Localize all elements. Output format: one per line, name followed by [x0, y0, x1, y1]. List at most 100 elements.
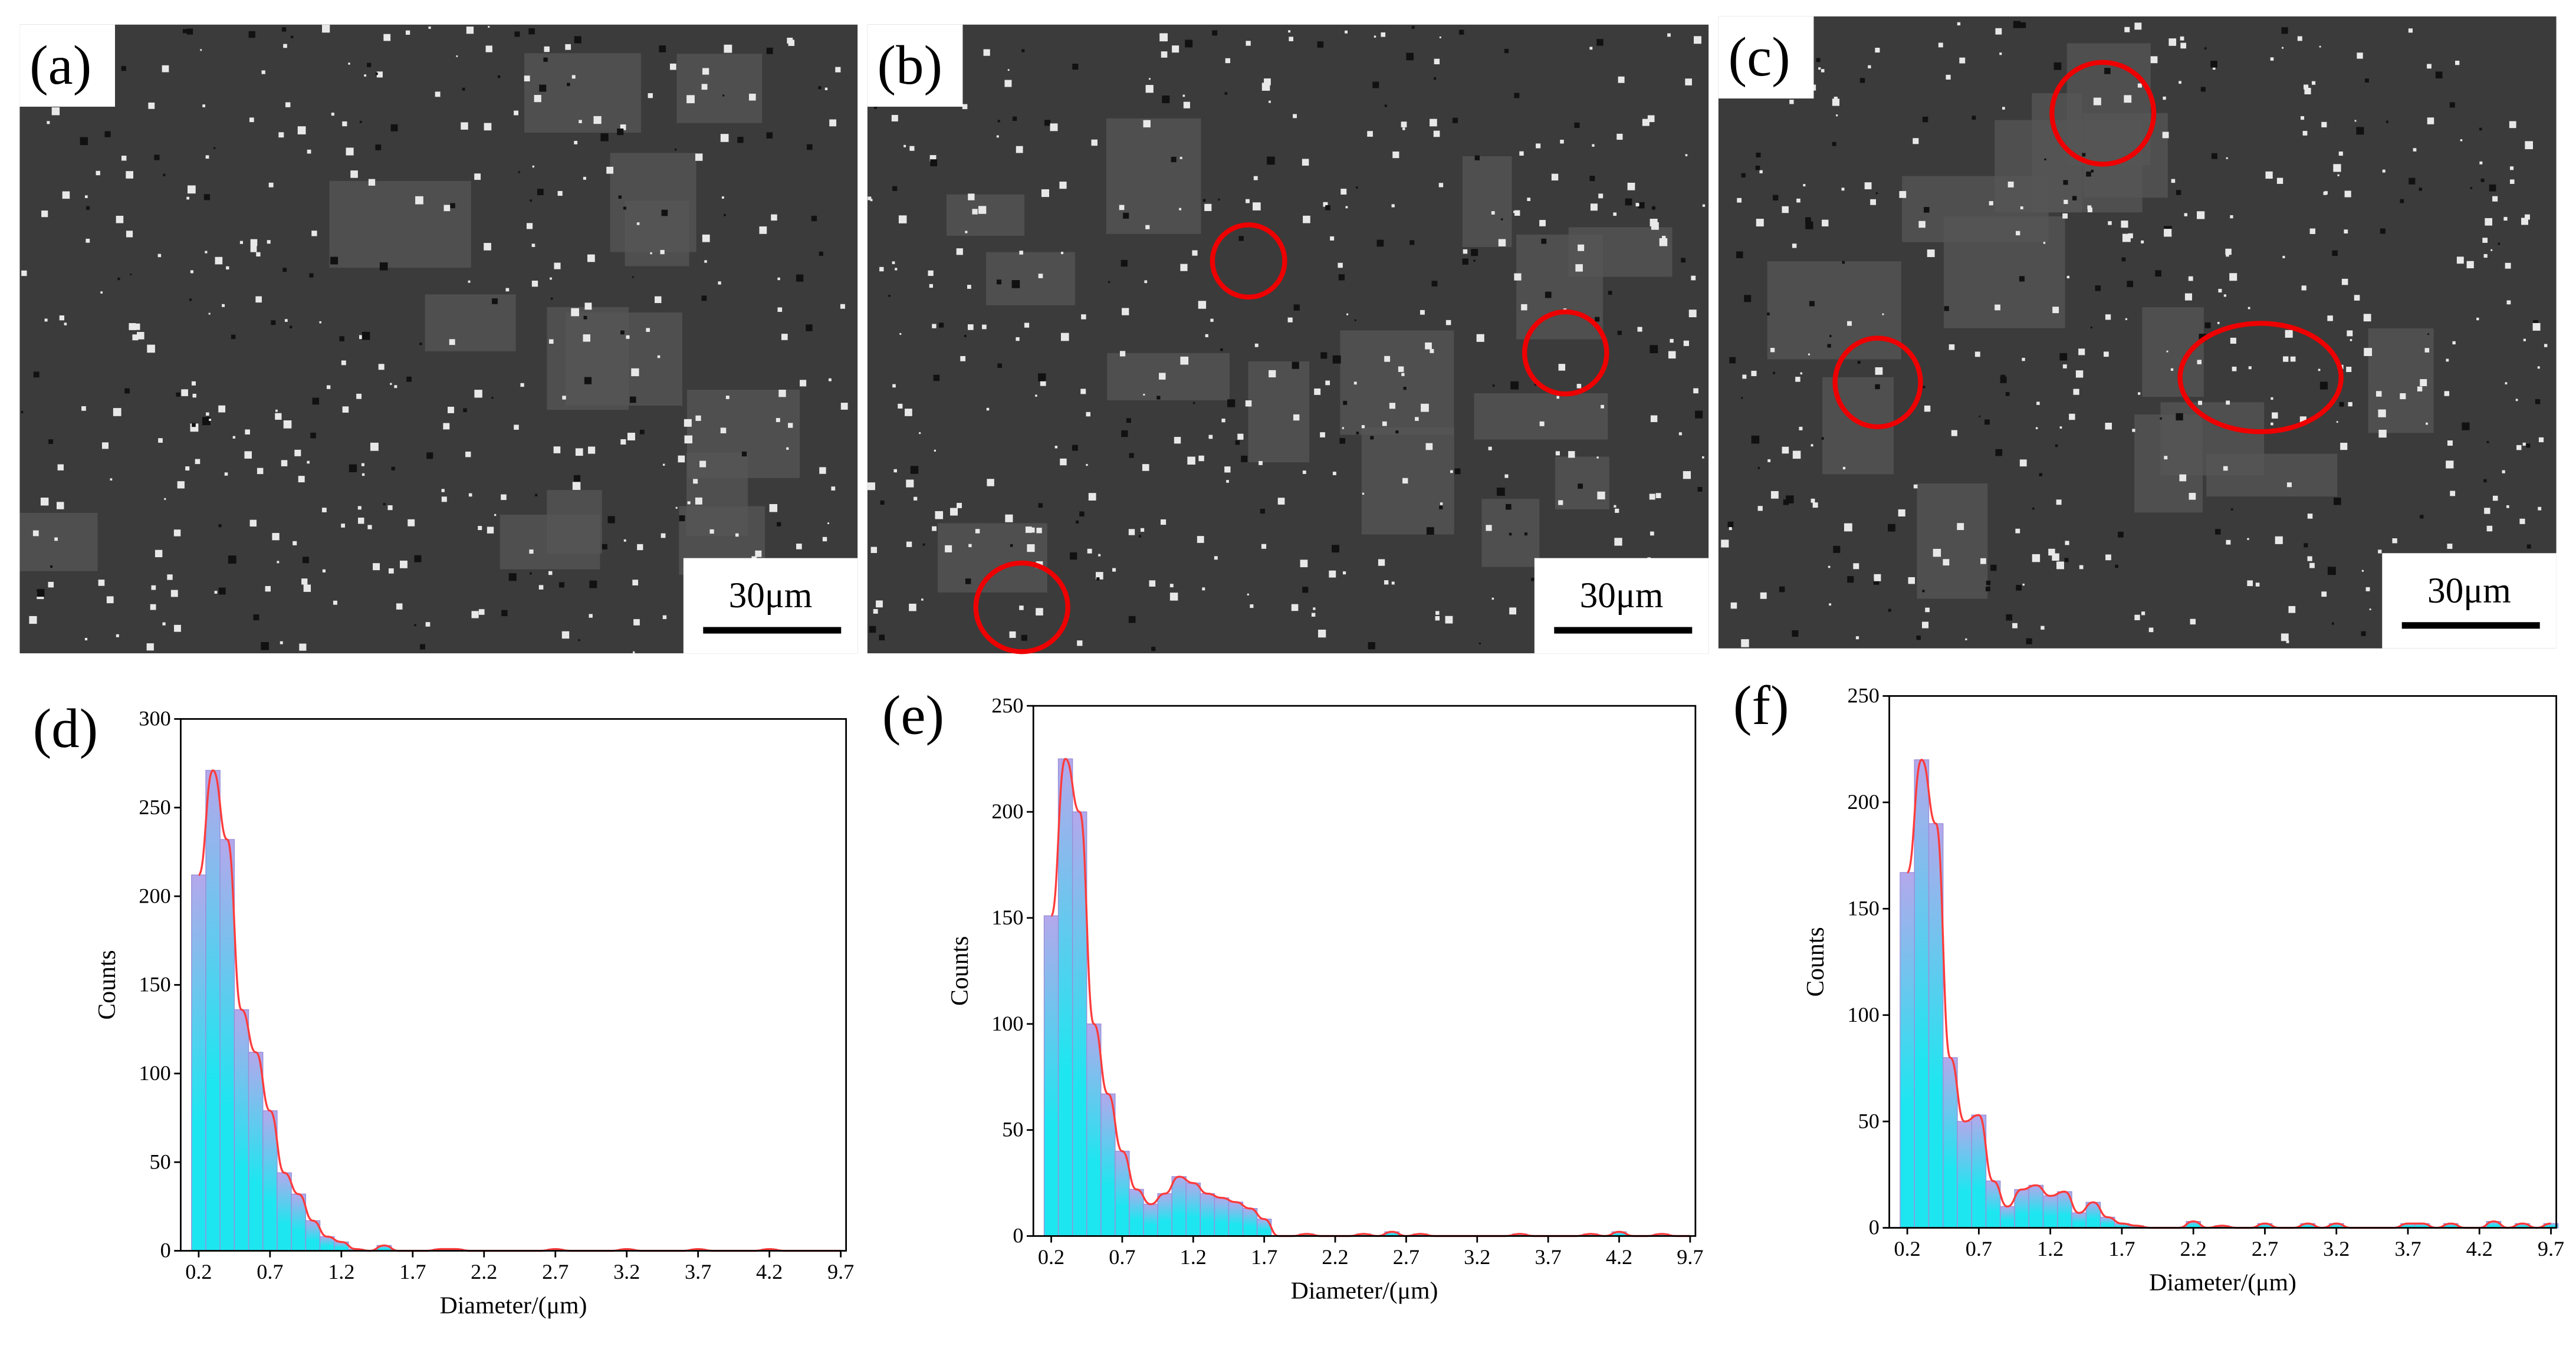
particle — [938, 322, 944, 328]
particle — [2409, 177, 2416, 185]
particle — [1805, 221, 1813, 229]
bar — [1143, 1203, 1158, 1237]
particle — [1254, 343, 1259, 347]
particle — [228, 555, 236, 564]
particle — [840, 304, 845, 309]
particle — [2299, 416, 2306, 423]
particle — [788, 40, 795, 46]
particle — [146, 643, 154, 651]
particle — [375, 73, 378, 75]
particle — [1027, 544, 1035, 552]
particle — [584, 377, 592, 384]
particle — [2354, 120, 2357, 122]
particle — [1898, 509, 1905, 516]
particle — [1221, 419, 1225, 423]
particle — [1144, 280, 1148, 284]
particle — [331, 113, 334, 116]
particle — [623, 539, 626, 542]
particle — [1343, 400, 1348, 405]
particle — [2078, 348, 2085, 356]
particle — [2176, 190, 2181, 195]
particle — [687, 501, 691, 505]
particle — [2319, 381, 2328, 390]
particle — [1727, 521, 1734, 528]
particle — [116, 215, 124, 223]
x-tick-label: 3.2 — [613, 1260, 640, 1284]
particle — [2480, 178, 2485, 182]
y-axis-label: Counts — [94, 950, 121, 1019]
particle — [2304, 87, 2311, 95]
particle — [1462, 258, 1468, 265]
particle — [661, 533, 666, 538]
particle — [2446, 460, 2454, 469]
panel-label: (c) — [1729, 27, 1790, 88]
particle — [2091, 169, 2094, 173]
particle — [1951, 430, 1957, 436]
particle — [2225, 248, 2232, 255]
particle — [293, 541, 297, 545]
particle — [54, 537, 58, 541]
bar — [1914, 759, 1930, 1229]
x-tick-label: 1.7 — [399, 1260, 426, 1284]
particle — [2265, 171, 2273, 179]
y-tick-label: 200 — [139, 884, 170, 907]
particle — [218, 524, 222, 528]
particle — [1435, 616, 1440, 621]
particle — [370, 442, 379, 451]
particle — [1332, 472, 1336, 475]
particle — [1816, 58, 1821, 62]
particle — [414, 555, 422, 562]
particle — [2248, 307, 2250, 310]
particle — [2515, 399, 2518, 402]
particle — [876, 600, 883, 608]
particle — [1836, 114, 1838, 117]
particle — [1293, 414, 1300, 421]
particle — [2108, 221, 2112, 225]
particle — [1096, 577, 1100, 581]
particle — [1356, 186, 1358, 189]
particle — [1649, 493, 1655, 500]
particle — [1498, 239, 1506, 246]
particle — [311, 231, 317, 236]
bar — [1115, 1150, 1130, 1237]
particle — [1534, 383, 1537, 386]
particle — [571, 75, 576, 79]
particle — [1972, 116, 1976, 120]
particle — [2090, 326, 2092, 329]
particle — [629, 396, 636, 403]
particle — [1302, 470, 1306, 474]
particle — [206, 412, 209, 416]
particle — [1678, 432, 1682, 436]
particle — [1685, 78, 1692, 85]
particle — [426, 452, 433, 459]
particle — [996, 279, 1002, 285]
particle — [2104, 68, 2111, 74]
particle — [50, 565, 53, 568]
particle — [1433, 130, 1440, 137]
particle — [96, 170, 100, 176]
y-tick-label: 250 — [1848, 684, 1880, 707]
particle — [1933, 548, 1941, 557]
particle — [2427, 333, 2429, 335]
particle — [2036, 402, 2040, 405]
particle — [310, 432, 316, 439]
particle — [2064, 199, 2068, 205]
particle — [1510, 381, 1519, 390]
particle — [1291, 604, 1299, 611]
particle — [1829, 335, 1832, 337]
particle — [100, 291, 103, 294]
particle — [1478, 642, 1481, 644]
particle — [406, 376, 412, 382]
particle — [1081, 314, 1086, 320]
particle — [157, 254, 162, 258]
particle — [934, 449, 937, 452]
particle — [906, 541, 912, 547]
particle — [531, 243, 535, 247]
particle — [2318, 368, 2321, 371]
particle — [818, 86, 822, 90]
x-tick-label: 1.2 — [1180, 1245, 1207, 1269]
particle — [695, 415, 701, 421]
particle — [2347, 330, 2353, 337]
particle — [2344, 190, 2351, 198]
bar — [248, 1052, 264, 1252]
